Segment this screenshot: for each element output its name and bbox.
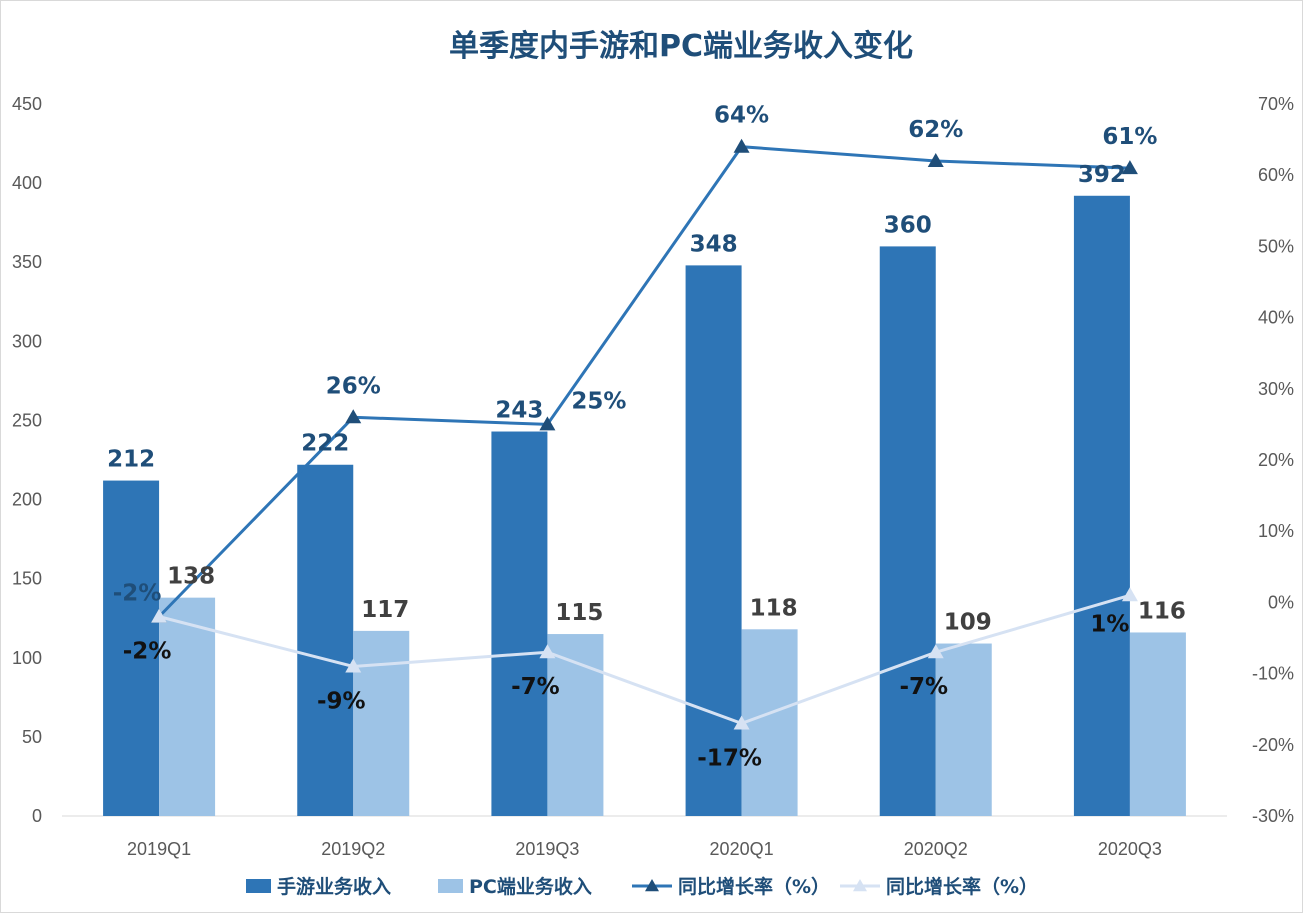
y-right-tick-label: 10% [1258,521,1294,541]
y-right-tick-label: -20% [1252,735,1294,755]
data-labels: 212 138 222 117 243 115 348 118 360 109 392 116 -2% 2… [107,103,1186,772]
bar-label-pc: 115 [555,600,603,626]
bar-pc-revenue [935,643,992,816]
y-left-tick-label: 300 [12,331,42,351]
x-tick-label: 2020Q3 [1098,839,1162,859]
line-marker-2 [539,644,556,659]
x-tick-label: 2019Q1 [127,839,191,859]
legend: 手游业务收入 PC端业务收入 同比增长率（%） 同比增长率（%） [246,875,1038,898]
bar-mobile-revenue [297,464,354,816]
legend-swatch [246,879,271,893]
lines [151,138,1138,730]
y-left-tick-label: 400 [12,173,42,193]
line-label-growth-1: 62% [908,117,963,143]
y-left-tick-label: 50 [22,727,42,747]
legend-label: 同比增长率（%） [886,875,1038,898]
y-right-tick-label: 60% [1258,165,1294,185]
y-right-tick-label: 40% [1258,308,1294,328]
x-tick-label: 2020Q2 [904,839,968,859]
legend-label: 同比增长率（%） [678,875,830,898]
bar-mobile-revenue [685,265,742,816]
line-label-growth-2: -9% [317,688,366,714]
bar-pc-revenue [353,630,410,816]
line-label-growth-2: -17% [697,745,762,771]
bar-label-mobile: 360 [884,212,932,238]
y-left-tick-label: 450 [12,94,42,114]
bar-label-pc: 109 [944,610,992,636]
y-right-tick-label: -10% [1252,664,1294,684]
x-tick-label: 2019Q3 [515,839,579,859]
line-label-growth-1: 61% [1102,124,1157,150]
bar-label-mobile: 222 [301,431,349,457]
bar-mobile-revenue [103,480,160,816]
line-growth-1 [158,145,1130,618]
bar-pc-revenue [741,629,798,816]
bar-mobile-revenue [491,431,548,816]
y-left-tick-label: 350 [12,252,42,272]
line-marker-2 [345,658,362,673]
line-marker-2 [927,644,944,659]
bar-label-pc: 116 [1138,598,1186,624]
bar-pc-revenue [1129,632,1186,816]
bar-label-mobile: 212 [107,447,155,473]
line-marker-2 [733,715,750,730]
legend-label: 手游业务收入 [277,875,391,898]
legend-label: PC端业务收入 [469,875,592,898]
line-label-growth-1: -2% [113,581,162,607]
line-label-growth-1: 25% [571,388,626,414]
bar-label-mobile: 392 [1078,162,1126,188]
line-growth-2 [158,593,1131,726]
line-label-growth-2: -7% [511,674,560,700]
line-marker-2 [151,608,168,623]
line-label-growth-2: -2% [123,639,172,665]
bar-label-mobile: 348 [690,231,738,257]
x-tick-label: 2020Q1 [710,839,774,859]
bar-mobile-revenue [1073,195,1130,816]
bar-label-pc: 138 [167,564,215,590]
y-left-tick-label: 100 [12,648,42,668]
y-right-tick-label: 50% [1258,236,1294,256]
bar-pc-revenue [547,634,604,816]
y-right-tick-label: 0% [1268,592,1294,612]
bar-label-pc: 118 [750,595,798,621]
line-label-growth-1: 26% [326,373,381,399]
line-marker-1 [927,152,944,167]
y-left-tick-label: 200 [12,490,42,510]
legend-marker [645,879,659,892]
bar-pc-revenue [159,597,216,816]
y-left-tick-label: 150 [12,569,42,589]
y-right-tick-label: -30% [1252,806,1294,826]
axes: 0 50 100 150 200 250 300 350 400 450 -30% -20% -10% 0… [12,94,1294,859]
y-right-tick-label: 30% [1258,379,1294,399]
bar-mobile-revenue [879,246,936,816]
line-marker-2 [1121,587,1138,602]
line-label-growth-2: 1% [1090,611,1129,637]
line-marker-1 [539,416,556,431]
bar-label-pc: 117 [361,597,409,623]
x-tick-label: 2019Q2 [321,839,385,859]
bar-label-mobile: 243 [495,398,543,424]
legend-marker [853,879,867,892]
y-left-tick-label: 0 [32,806,42,826]
y-right-tick-label: 20% [1258,450,1294,470]
line-marker-1 [1121,160,1138,175]
y-right-tick-label: 70% [1258,94,1294,114]
y-left-tick-label: 250 [12,410,42,430]
line-label-growth-1: 64% [714,103,769,129]
legend-swatch [438,879,463,893]
line-marker-1 [345,409,362,424]
line-marker-1 [733,138,750,153]
chart-title: 单季度内手游和PC端业务收入变化 [449,29,913,64]
line-label-growth-2: -7% [899,674,948,700]
